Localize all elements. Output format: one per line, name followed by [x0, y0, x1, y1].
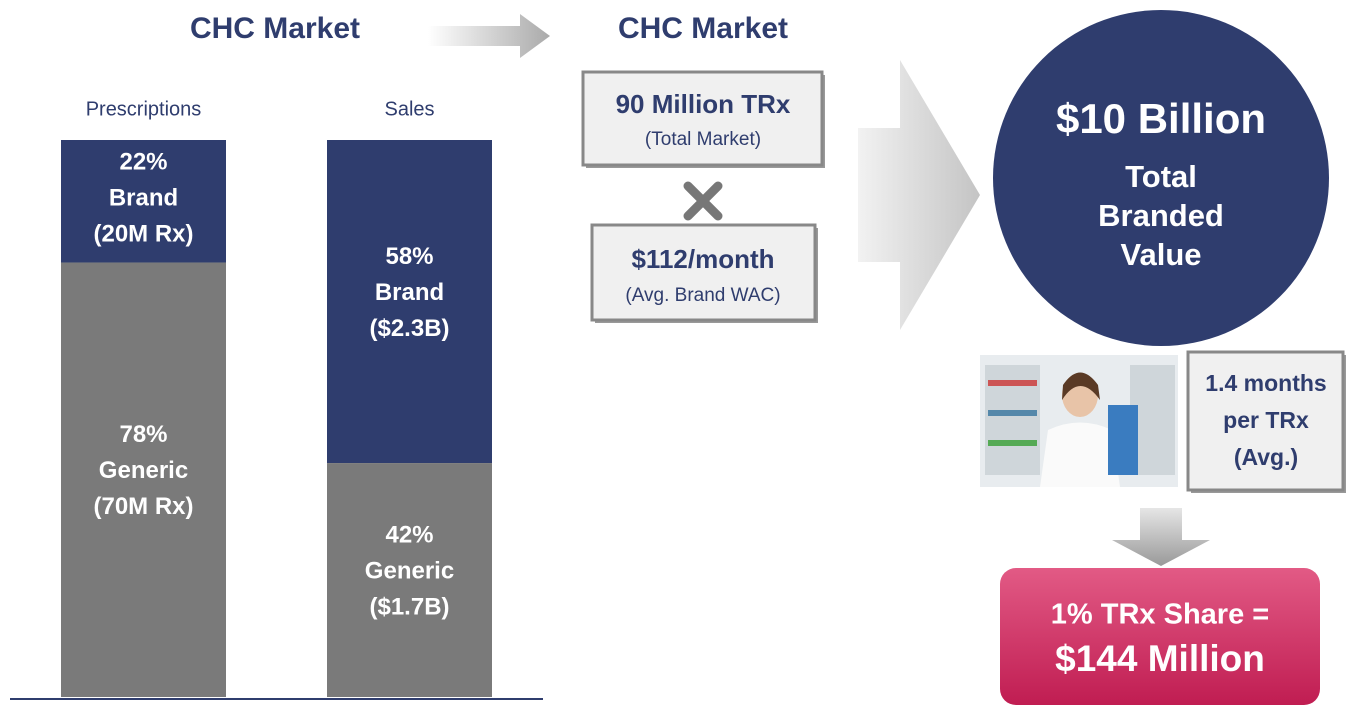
result-box [1000, 568, 1320, 705]
text-line: (Avg.) [1234, 444, 1298, 470]
bar-segment [327, 140, 492, 464]
left-title: CHC Market [190, 12, 360, 45]
box [590, 223, 817, 322]
segment-label: ($1.7B) [369, 593, 449, 620]
segment-label: 78% [119, 421, 167, 448]
text-line: per TRx [1223, 407, 1309, 433]
circle-main: $10 Billion [1056, 95, 1266, 142]
text-line: Branded [1098, 198, 1224, 233]
result-lines: 1% TRx Share = $144 Million [1051, 599, 1269, 679]
photo [980, 355, 1178, 487]
text-line: Total [1125, 159, 1197, 194]
text-line: 1% TRx Share = [1051, 599, 1269, 631]
bar-label: Prescriptions [86, 98, 202, 120]
box-main: $112/month [631, 244, 774, 274]
right-title: CHC Market [618, 12, 788, 45]
segment-label: 22% [119, 149, 167, 176]
times-icon [683, 181, 723, 221]
box [581, 70, 824, 167]
big-arrow [858, 60, 980, 330]
segment-label: Brand [109, 185, 178, 212]
down-arrow [1112, 508, 1210, 566]
value-circle [993, 10, 1329, 346]
segment-label: Brand [375, 279, 444, 306]
arrow [428, 14, 550, 58]
box-main: 90 Million TRx [616, 89, 791, 119]
circle-lines: Total Branded Value [1098, 159, 1224, 272]
text-line: Value [1121, 237, 1202, 272]
text-line: $144 Million [1055, 638, 1265, 679]
bar-segment [61, 262, 226, 697]
bar-label: Sales [384, 98, 434, 120]
segment-label: ($2.3B) [369, 315, 449, 342]
bar-segment [61, 140, 226, 263]
segment-label: Generic [365, 557, 454, 584]
text-line: 1.4 months [1205, 370, 1326, 396]
bar-segment [327, 463, 492, 697]
duration-lines: 1.4 months per TRx (Avg.) [1205, 370, 1326, 470]
box-sub: (Total Market) [645, 129, 761, 150]
box [1186, 350, 1345, 492]
segment-label: 42% [385, 521, 433, 548]
box-sub: (Avg. Brand WAC) [625, 285, 780, 306]
segment-label: Generic [99, 457, 188, 484]
bars: Prescriptions 22% Brand (20M Rx) 78% Generic (… [61, 98, 492, 697]
segment-label: (20M Rx) [93, 221, 193, 248]
segment-label: (70M Rx) [93, 493, 193, 520]
segment-label: 58% [385, 243, 433, 270]
